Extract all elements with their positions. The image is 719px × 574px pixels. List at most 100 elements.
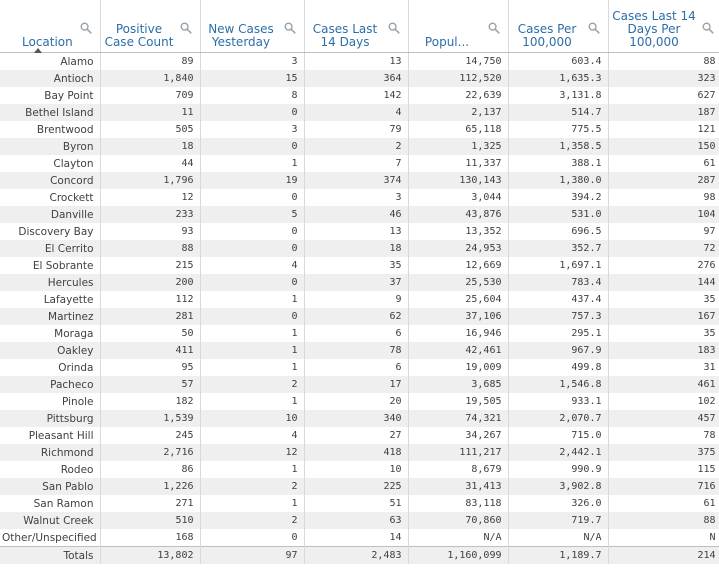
table-row[interactable]: Pittsburg 1,539 10 340 74,321 2,070.7 457 (0, 410, 719, 427)
table-row[interactable]: Hercules 200 0 37 25,530 783.4 144 (0, 274, 719, 291)
cell-population: 74,321 (408, 410, 509, 427)
search-icon[interactable] (79, 22, 92, 34)
cell-last14: 418 (304, 444, 409, 461)
table-row[interactable]: Rodeo 86 1 10 8,679 990.9 115 (0, 461, 719, 478)
cell-last14: 37 (304, 274, 409, 291)
table-row[interactable]: Orinda 95 1 6 19,009 499.8 31 (0, 359, 719, 376)
table-row[interactable]: Richmond 2,716 12 418 111,217 2,442.1 375 (0, 444, 719, 461)
table-row[interactable]: San Pablo 1,226 2 225 31,413 3,902.8 716 (0, 478, 719, 495)
table-row[interactable]: Pleasant Hill 245 4 27 34,267 715.0 78 (0, 427, 719, 444)
cell-last14per100k: N (608, 529, 719, 547)
table-row[interactable]: Byron 18 0 2 1,325 1,358.5 150 (0, 138, 719, 155)
table-row[interactable]: Bay Point 709 8 142 22,639 3,131.8 627 (0, 87, 719, 104)
table-row[interactable]: Crockett 12 0 3 3,044 394.2 98 (0, 189, 719, 206)
cell-new: 4 (200, 257, 305, 274)
cell-new: 0 (200, 240, 305, 257)
cell-positive: 89 (100, 52, 201, 70)
cell-positive: 88 (100, 240, 201, 257)
column-header-population[interactable]: Popul... (408, 0, 509, 53)
cell-new: 0 (200, 308, 305, 325)
table-row[interactable]: Walnut Creek 510 2 63 70,860 719.7 88 (0, 512, 719, 529)
search-icon[interactable] (179, 22, 192, 34)
cell-population: 70,860 (408, 512, 509, 529)
cell-last14: 9 (304, 291, 409, 308)
location-cell: Danville (0, 206, 101, 223)
search-icon[interactable] (701, 22, 714, 34)
cell-positive: 57 (100, 376, 201, 393)
search-icon[interactable] (487, 22, 500, 34)
column-header-label-line: 100,000 (522, 35, 572, 49)
cell-positive: 12 (100, 189, 201, 206)
cell-last14per100k: 627 (608, 87, 719, 104)
cell-positive: 1,226 (100, 478, 201, 495)
cell-new: 1 (200, 342, 305, 359)
cell-last14: 10 (304, 461, 409, 478)
cell-new: 12 (200, 444, 305, 461)
table-row[interactable]: Bethel Island 11 0 4 2,137 514.7 187 (0, 104, 719, 121)
cell-per100k: 514.7 (508, 104, 609, 121)
table-row[interactable]: Oakley 411 1 78 42,461 967.9 183 (0, 342, 719, 359)
table-row[interactable]: Alamo 89 3 13 14,750 603.4 88 (0, 52, 719, 70)
column-header-new[interactable]: New Cases Yesterday (200, 0, 305, 53)
cell-positive: 709 (100, 87, 201, 104)
search-icon[interactable] (587, 22, 600, 34)
column-header-positive[interactable]: Positive Case Count (100, 0, 201, 53)
cell-new: 97 (200, 546, 305, 564)
table-row[interactable]: Pacheco 57 2 17 3,685 1,546.8 461 (0, 376, 719, 393)
table-row[interactable]: Pinole 182 1 20 19,505 933.1 102 (0, 393, 719, 410)
table-row[interactable]: San Ramon 271 1 51 83,118 326.0 61 (0, 495, 719, 512)
table-row[interactable]: Moraga 50 1 6 16,946 295.1 35 (0, 325, 719, 342)
cell-per100k: 531.0 (508, 206, 609, 223)
cell-positive: 505 (100, 121, 201, 138)
table-row[interactable]: El Sobrante 215 4 35 12,669 1,697.1 276 (0, 257, 719, 274)
table-body: Alamo 89 3 13 14,750 603.4 88 Antioch 1,840 15 364… (0, 52, 719, 564)
cell-last14per100k: 104 (608, 206, 719, 223)
cell-per100k: 388.1 (508, 155, 609, 172)
column-header-last14[interactable]: Cases Last 14 Days (304, 0, 409, 53)
cell-new: 0 (200, 138, 305, 155)
cell-per100k: 967.9 (508, 342, 609, 359)
sort-ascending-icon[interactable] (34, 48, 42, 53)
cell-positive: 168 (100, 529, 201, 547)
table-row[interactable]: Clayton 44 1 7 11,337 388.1 61 (0, 155, 719, 172)
cell-last14per100k: 375 (608, 444, 719, 461)
search-icon[interactable] (387, 22, 400, 34)
cell-last14per100k: 167 (608, 308, 719, 325)
table-row[interactable]: El Cerrito 88 0 18 24,953 352.7 72 (0, 240, 719, 257)
table-row[interactable]: Lafayette 112 1 9 25,604 437.4 35 (0, 291, 719, 308)
cell-per100k: 715.0 (508, 427, 609, 444)
location-cell: Walnut Creek (0, 512, 101, 529)
cell-per100k: 719.7 (508, 512, 609, 529)
search-icon[interactable] (283, 22, 296, 34)
location-cell: Crockett (0, 189, 101, 206)
location-cell: Rodeo (0, 461, 101, 478)
cell-last14: 2 (304, 138, 409, 155)
cell-population: 13,352 (408, 223, 509, 240)
table-row[interactable]: Danville 233 5 46 43,876 531.0 104 (0, 206, 719, 223)
location-cell: Concord (0, 172, 101, 189)
table-row[interactable]: Brentwood 505 3 79 65,118 775.5 121 (0, 121, 719, 138)
cell-positive: 112 (100, 291, 201, 308)
cell-new: 1 (200, 325, 305, 342)
cell-last14per100k: 144 (608, 274, 719, 291)
table-row[interactable]: Antioch 1,840 15 364 112,520 1,635.3 323 (0, 70, 719, 87)
location-cell: Totals (0, 546, 101, 564)
column-header-per100k[interactable]: Cases Per 100,000 (508, 0, 609, 53)
cell-positive: 281 (100, 308, 201, 325)
cell-positive: 50 (100, 325, 201, 342)
column-header-location[interactable]: Location (0, 0, 101, 53)
cell-last14: 20 (304, 393, 409, 410)
cell-last14per100k: 461 (608, 376, 719, 393)
table-row[interactable]: Concord 1,796 19 374 130,143 1,380.0 287 (0, 172, 719, 189)
table-row[interactable]: Other/Unspecified 168 0 14 N/A N/A N (0, 529, 719, 547)
totals-row[interactable]: Totals 13,802 97 2,483 1,160,099 1,189.7 214 (0, 546, 719, 564)
cell-positive: 200 (100, 274, 201, 291)
table-row[interactable]: Martinez 281 0 62 37,106 757.3 167 (0, 308, 719, 325)
cell-population: N/A (408, 529, 509, 547)
column-header-last14per100k[interactable]: Cases Last 14 Days Per 100,000 (608, 0, 719, 53)
table-row[interactable]: Discovery Bay 93 0 13 13,352 696.5 97 (0, 223, 719, 240)
location-cell: Bethel Island (0, 104, 101, 121)
cell-last14per100k: 214 (608, 546, 719, 564)
cell-positive: 2,716 (100, 444, 201, 461)
cell-new: 2 (200, 478, 305, 495)
